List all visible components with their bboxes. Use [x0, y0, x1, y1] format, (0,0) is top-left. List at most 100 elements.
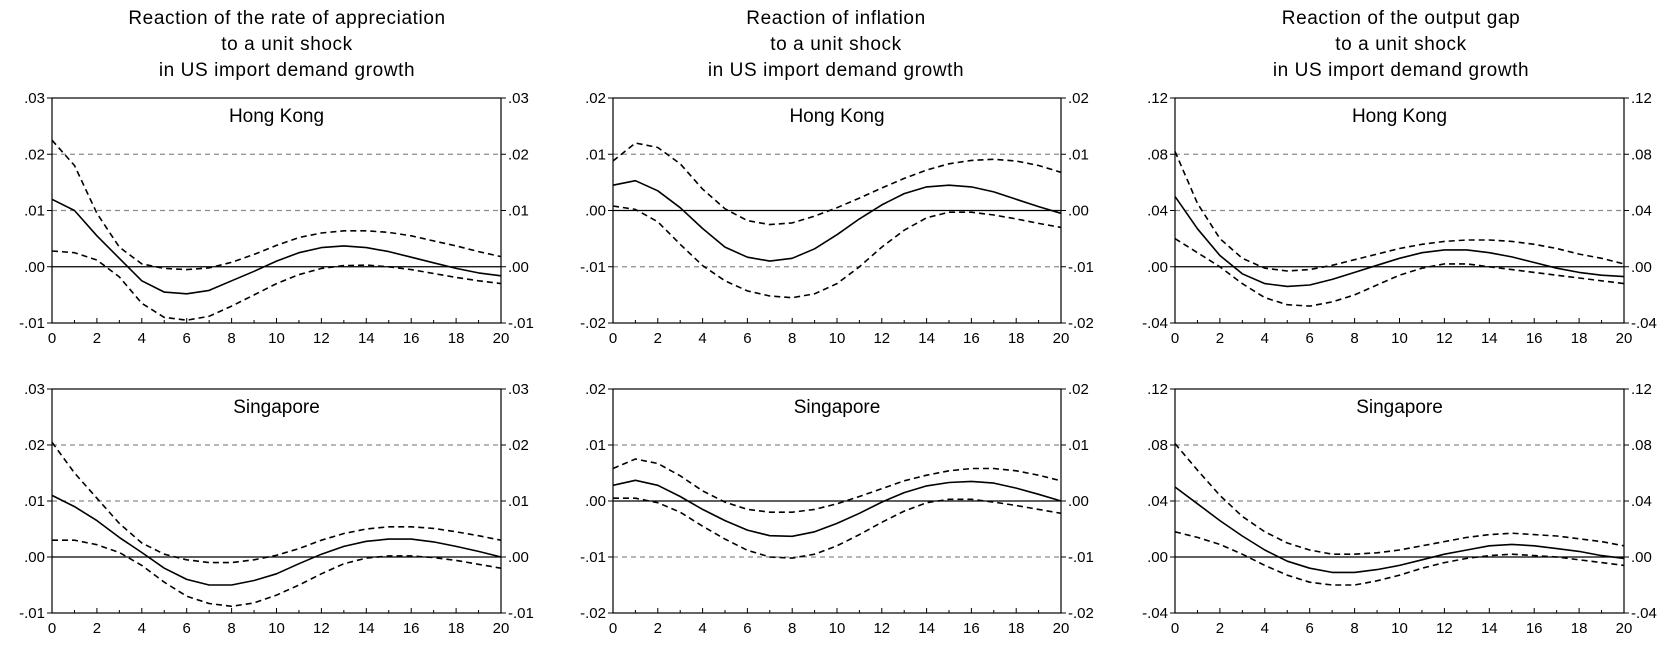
impulse-response-line [612, 479, 1062, 538]
y-tick-label-left: .02 [24, 437, 45, 454]
chart-panel-singapore-rate-of-appreciation: -.01 -.01 .00 .00 .01 .01 .02 .02 .03 .03 0 2 4 6 8 10 1… [19, 381, 534, 637]
x-tick-label: 12 [313, 620, 330, 637]
y-tick-label-left: .04 [1147, 493, 1168, 510]
confidence-band-line [51, 139, 502, 271]
x-tick-label: 20 [493, 330, 510, 347]
panel-label: Hong Kong [1352, 106, 1447, 127]
column-title-line: in US import demand growth [707, 60, 965, 81]
x-tick-label: 10 [1391, 330, 1408, 347]
x-tick-label: 6 [1306, 330, 1314, 347]
chart-panel-hong-kong-rate-of-appreciation: -.01 -.01 .00 .00 .01 .01 .02 .02 .03 .03 0 2 4 6 8 10 1… [19, 90, 534, 347]
x-tick-label: 12 [873, 620, 890, 637]
column-title-line: Reaction of the rate of appreciation [128, 8, 446, 29]
impulse-response-line [612, 179, 1062, 262]
column-title-line: to a unit shock [1335, 34, 1467, 55]
y-tick-label-left: .08 [1147, 437, 1168, 454]
y-tick-label-right: .02 [1068, 90, 1089, 107]
x-tick-label: 0 [48, 620, 56, 637]
x-tick-label: 6 [183, 330, 191, 347]
impulse-response-line [1174, 195, 1625, 288]
x-tick-label: 6 [743, 620, 751, 637]
confidence-band-line [1174, 151, 1625, 272]
x-tick-label: 2 [1216, 620, 1224, 637]
y-tick-label-right: .02 [508, 437, 529, 454]
y-tick-label-left: .01 [24, 493, 45, 510]
y-tick-label-right: -.01 [1068, 259, 1094, 276]
y-tick-label-right: -.02 [1068, 315, 1094, 332]
y-tick-label-right: .00 [1631, 549, 1652, 566]
panel-label: Singapore [1356, 397, 1443, 418]
y-tick-label-left: .01 [24, 203, 45, 220]
column-title-line: in US import demand growth [158, 60, 416, 81]
y-tick-label-right: -.02 [1068, 605, 1094, 622]
x-tick-label: 4 [1261, 330, 1269, 347]
x-tick-label: 6 [743, 330, 751, 347]
x-tick-label: 2 [654, 330, 662, 347]
panel-label: Singapore [233, 397, 320, 418]
chart-panel-hong-kong-inflation: -.02 -.02 -.01 -.01 .00 .00 .01 .01 .02 .02 0 2 4 6 8 1… [580, 90, 1094, 347]
y-tick-label-left: .00 [585, 203, 606, 220]
y-tick-label-left: .00 [24, 259, 45, 276]
y-tick-label-left: .00 [1147, 259, 1168, 276]
x-tick-label: 20 [493, 620, 510, 637]
y-tick-label-right: .03 [508, 90, 529, 107]
x-tick-label: 14 [1481, 620, 1498, 637]
x-tick-label: 16 [403, 620, 420, 637]
x-tick-label: 4 [698, 330, 706, 347]
y-tick-label-right: .04 [1631, 493, 1652, 510]
x-tick-label: 14 [918, 620, 935, 637]
x-tick-label: 10 [829, 620, 846, 637]
y-tick-label-right: .00 [1068, 493, 1089, 510]
x-tick-label: 14 [358, 330, 375, 347]
column-title-output-gap: Reaction of the output gap to a unit sho… [1166, 6, 1636, 84]
y-tick-label-left: -.04 [1142, 605, 1168, 622]
confidence-band-line [51, 250, 502, 322]
x-tick-label: 12 [1436, 330, 1453, 347]
y-tick-label-right: .12 [1631, 90, 1652, 107]
y-tick-label-left: .01 [585, 146, 606, 163]
y-tick-label-left: .02 [24, 146, 45, 163]
x-tick-label: 10 [268, 620, 285, 637]
y-tick-label-left: .08 [1147, 146, 1168, 163]
y-tick-label-right: .03 [508, 381, 529, 398]
x-tick-label: 8 [788, 330, 796, 347]
impulse-response-line [51, 198, 502, 295]
chart-panel-singapore-output-gap: -.04 -.04 .00 .00 .04 .04 .08 .08 .12 .12 0 2 4 6 8 10 1… [1142, 381, 1657, 637]
x-tick-label: 2 [1216, 330, 1224, 347]
y-tick-label-right: -.04 [1631, 315, 1657, 332]
x-tick-label: 14 [918, 330, 935, 347]
x-tick-label: 8 [227, 330, 235, 347]
y-tick-label-right: -.04 [1631, 605, 1657, 622]
y-tick-label-right: .00 [508, 259, 529, 276]
x-tick-label: 6 [1306, 620, 1314, 637]
y-tick-label-left: .00 [585, 493, 606, 510]
y-tick-label-left: .03 [24, 90, 45, 107]
y-tick-label-left: -.01 [580, 549, 606, 566]
x-tick-label: 10 [829, 330, 846, 347]
x-tick-label: 0 [609, 330, 617, 347]
y-tick-label-right: .00 [508, 549, 529, 566]
x-tick-label: 14 [1481, 330, 1498, 347]
y-tick-label-right: .02 [508, 146, 529, 163]
x-tick-label: 16 [963, 620, 980, 637]
y-tick-label-left: -.02 [580, 605, 606, 622]
y-tick-label-left: -.01 [19, 315, 45, 332]
x-tick-label: 16 [963, 330, 980, 347]
confidence-band-line [52, 539, 502, 608]
x-tick-label: 2 [654, 620, 662, 637]
y-tick-label-right: .00 [1631, 259, 1652, 276]
x-tick-label: 8 [1350, 620, 1358, 637]
column-title-line: to a unit shock [221, 34, 353, 55]
x-tick-label: 2 [93, 330, 101, 347]
x-tick-label: 12 [873, 330, 890, 347]
impulse-response-line [1174, 486, 1625, 574]
x-tick-label: 0 [48, 330, 56, 347]
column-title-appreciation: Reaction of the rate of appreciation to … [52, 6, 522, 84]
confidence-band-line [612, 205, 1062, 299]
x-tick-label: 14 [358, 620, 375, 637]
y-tick-label-left: -.01 [580, 259, 606, 276]
y-tick-label-right: .04 [1631, 203, 1652, 220]
y-tick-label-right: .01 [1068, 437, 1089, 454]
y-tick-label-right: .01 [1068, 146, 1089, 163]
column-title-inflation: Reaction of inflation to a unit shock in… [601, 6, 1071, 84]
